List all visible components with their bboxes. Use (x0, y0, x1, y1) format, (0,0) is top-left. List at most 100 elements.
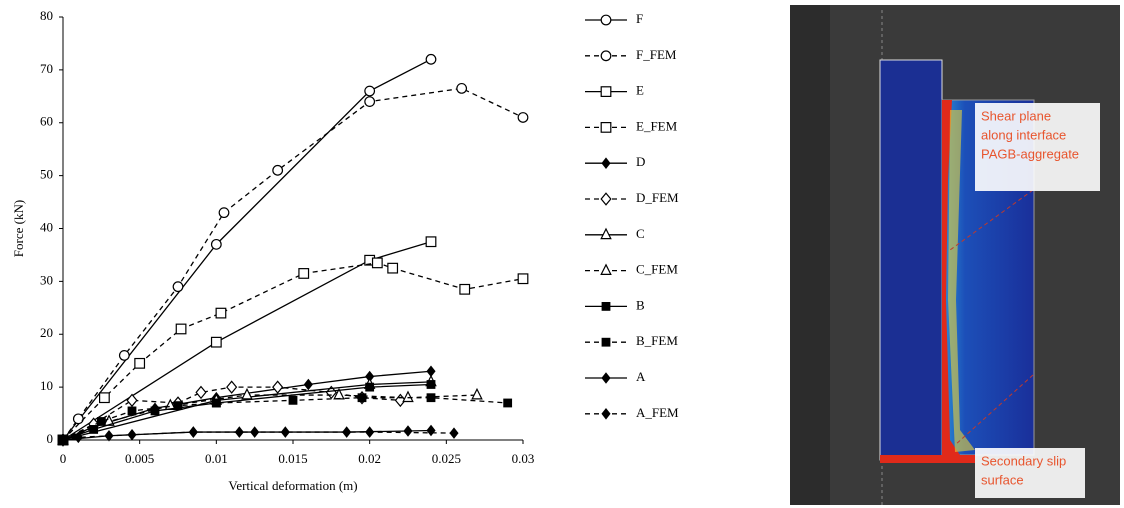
legend-label: C (636, 226, 645, 241)
marker (173, 401, 183, 411)
marker (172, 281, 184, 293)
marker (288, 395, 298, 405)
x-tick-label: 0.02 (358, 451, 381, 466)
image-edge (790, 5, 830, 505)
legend-marker (600, 263, 612, 275)
x-axis-title: Vertical deformation (m) (228, 478, 357, 493)
marker (364, 85, 376, 97)
x-tick-label: 0.005 (125, 451, 154, 466)
marker (127, 406, 137, 416)
marker (215, 307, 227, 319)
marker (342, 426, 352, 438)
marker (150, 406, 160, 416)
marker (425, 53, 437, 65)
legend-marker (601, 157, 611, 169)
y-tick-label: 20 (40, 325, 53, 340)
marker (426, 365, 436, 378)
marker (280, 426, 290, 438)
marker (402, 390, 414, 403)
marker (272, 164, 284, 176)
y-axis-title: Force (kN) (11, 200, 26, 257)
legend-marker (600, 121, 612, 133)
series-line (62, 370, 432, 441)
y-tick-label: 50 (40, 167, 53, 182)
legend-marker (600, 86, 612, 98)
slip-strip (880, 455, 975, 463)
marker (89, 425, 99, 434)
marker (303, 378, 313, 391)
legend-label: C_FEM (636, 262, 678, 277)
legend-marker (601, 337, 611, 347)
series-line (62, 431, 455, 441)
y-tick-label: 80 (40, 8, 53, 23)
marker (118, 350, 130, 361)
y-tick-label: 70 (40, 61, 53, 76)
y-tick-label: 60 (40, 114, 53, 129)
marker (517, 273, 529, 285)
simulation-image (790, 5, 1120, 505)
marker (126, 393, 138, 408)
marker (426, 393, 436, 403)
legend-label: D (636, 154, 645, 169)
legend-label: E_FEM (636, 118, 678, 133)
legend-label: F (636, 11, 643, 26)
marker (425, 236, 437, 248)
marker (210, 336, 222, 348)
annotation-text: Shear plane (981, 108, 1051, 123)
marker (96, 417, 106, 426)
marker (175, 323, 187, 335)
marker (371, 257, 383, 269)
marker (459, 283, 471, 295)
marker (272, 380, 284, 394)
series-line (62, 397, 508, 441)
series-line (62, 383, 432, 441)
marker (250, 426, 260, 438)
marker (426, 424, 436, 437)
y-tick-label: 0 (47, 431, 54, 446)
legend-label: B (636, 297, 645, 312)
shear-band (942, 100, 960, 455)
left-block (879, 59, 943, 461)
legend-label: E (636, 83, 644, 98)
marker (241, 387, 253, 400)
legend-marker (601, 372, 611, 384)
marker (72, 413, 84, 425)
marker (210, 238, 222, 250)
marker (449, 427, 459, 439)
marker (218, 207, 230, 219)
legend-marker (600, 14, 612, 26)
marker (517, 112, 529, 123)
marker (456, 82, 468, 94)
marker (134, 357, 146, 369)
marker (226, 380, 238, 394)
annotation-text: along interface (981, 127, 1066, 142)
legend-marker (600, 192, 612, 206)
x-tick-label: 0 (60, 451, 67, 466)
legend-label: D_FEM (636, 190, 679, 205)
legend-label: A (636, 369, 646, 384)
marker (387, 262, 399, 274)
marker (298, 268, 310, 279)
marker (195, 385, 207, 400)
arrow-line (949, 189, 1034, 251)
marker (234, 426, 244, 438)
marker (364, 96, 376, 107)
y-tick-label: 30 (40, 272, 53, 287)
legend-marker (600, 50, 612, 62)
x-tick-label: 0.03 (512, 451, 535, 466)
shear-band-edge (948, 110, 975, 452)
legend-marker (601, 408, 611, 420)
legend-label: F_FEM (636, 47, 677, 62)
marker (426, 380, 436, 389)
marker (365, 382, 375, 392)
series-line (62, 87, 524, 441)
legend-label: A_FEM (636, 405, 679, 420)
marker (98, 392, 110, 404)
annotation-box (975, 448, 1085, 498)
x-tick-label: 0.01 (205, 451, 228, 466)
series-line (62, 58, 432, 441)
marker (58, 434, 68, 446)
marker (503, 398, 513, 408)
annotation-box (975, 103, 1100, 191)
